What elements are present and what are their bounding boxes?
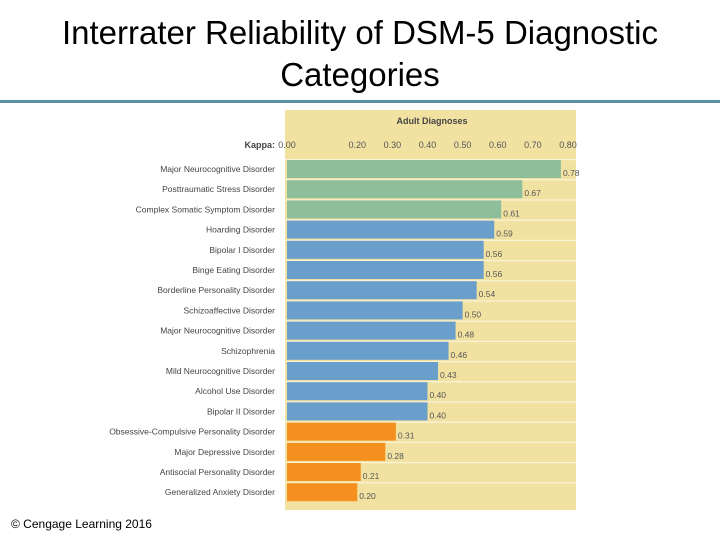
category-label: Major Neurocognitive Disorder [160, 164, 275, 174]
copyright-footer: © Cengage Learning 2016 [11, 517, 152, 531]
value-label: 0.59 [496, 229, 513, 239]
value-label: 0.20 [359, 491, 376, 501]
bar [287, 220, 495, 239]
bar [287, 200, 502, 219]
row-separator [285, 340, 576, 342]
category-label: Binge Eating Disorder [192, 265, 275, 275]
row-separator [285, 441, 576, 443]
category-label: Generalized Anxiety Disorder [165, 487, 275, 497]
category-label: Schizophrenia [221, 346, 275, 356]
category-label: Major Neurocognitive Disorder [160, 326, 275, 336]
slide-title: Interrater Reliability of DSM-5 Diagnost… [0, 12, 720, 96]
value-label: 0.31 [398, 431, 415, 441]
row-separator [285, 482, 576, 484]
row-separator [285, 179, 576, 181]
category-label: Complex Somatic Symptom Disorder [136, 204, 276, 214]
bar [287, 442, 386, 461]
category-label: Alcohol Use Disorder [195, 386, 275, 396]
category-label: Borderline Personality Disorder [157, 285, 275, 295]
value-label: 0.61 [503, 208, 520, 218]
category-label: Mild Neurocognitive Disorder [166, 366, 275, 376]
bar [287, 261, 484, 279]
bar [287, 281, 477, 300]
row-separator [285, 219, 576, 221]
x-tick-label: 0.70 [524, 140, 542, 150]
row-separator [285, 300, 576, 302]
value-label: 0.28 [387, 451, 404, 461]
value-label: 0.40 [429, 410, 446, 420]
bar [287, 180, 523, 199]
bar [287, 382, 428, 401]
row-separator [285, 159, 576, 161]
category-label: Posttraumatic Stress Disorder [162, 184, 275, 194]
row-separator [285, 320, 576, 322]
bar [287, 362, 439, 380]
bar [287, 402, 428, 421]
bar [287, 422, 396, 441]
x-tick-label: 0.50 [454, 140, 472, 150]
value-label: 0.40 [429, 390, 446, 400]
category-label: Obsessive-Compulsive Personality Disorde… [109, 427, 275, 437]
bar [287, 483, 358, 502]
row-separator [285, 361, 576, 363]
x-tick-label: 0.80 [559, 140, 577, 150]
x-tick-label: 0.30 [384, 140, 402, 150]
slide-title-line-2: Categories [280, 56, 440, 93]
value-label: 0.54 [479, 289, 496, 299]
row-separator [285, 260, 576, 262]
x-tick-label: 0.00 [278, 140, 296, 150]
value-label: 0.67 [524, 188, 541, 198]
category-label: Hoarding Disorder [206, 225, 275, 235]
category-label: Antisocial Personality Disorder [160, 467, 275, 477]
value-label: 0.48 [458, 330, 475, 340]
category-label: Major Depressive Disorder [174, 447, 275, 457]
x-axis-label: Kappa: [244, 140, 275, 150]
x-axis-ticks: 0.00 0.20 0.30 0.40 0.50 0.60 0.70 0.80 [278, 140, 577, 150]
value-label: 0.78 [563, 168, 580, 178]
row-separator [285, 421, 576, 423]
title-divider [0, 100, 720, 103]
category-label: Bipolar II Disorder [207, 406, 275, 416]
row-separator [285, 462, 576, 464]
slide-title-line-1: Interrater Reliability of DSM-5 Diagnost… [61, 14, 659, 51]
x-tick-label: 0.60 [489, 140, 507, 150]
x-tick-label: 0.40 [419, 140, 437, 150]
value-label: 0.43 [440, 370, 457, 380]
bar [287, 463, 361, 481]
bar [287, 321, 456, 340]
row-separator [285, 381, 576, 383]
value-label: 0.56 [486, 249, 503, 259]
category-label: Bipolar I Disorder [209, 245, 275, 255]
row-separator [285, 199, 576, 201]
row-separator [285, 280, 576, 282]
bar [287, 301, 463, 320]
category-label: Schizoaffective Disorder [184, 305, 276, 315]
x-tick-label: 0.20 [348, 140, 366, 150]
value-label: 0.56 [486, 269, 503, 279]
bar [287, 341, 449, 360]
value-label: 0.46 [451, 350, 468, 360]
value-label: 0.21 [363, 471, 380, 481]
row-separator [285, 239, 576, 241]
value-label: 0.50 [465, 309, 482, 319]
bar [287, 240, 484, 259]
bars-group: Major Neurocognitive Disorder 0.78 Posttra… [109, 159, 580, 502]
bar [287, 160, 561, 178]
row-separator [285, 401, 576, 403]
chart-title: Adult Diagnoses [396, 116, 467, 126]
